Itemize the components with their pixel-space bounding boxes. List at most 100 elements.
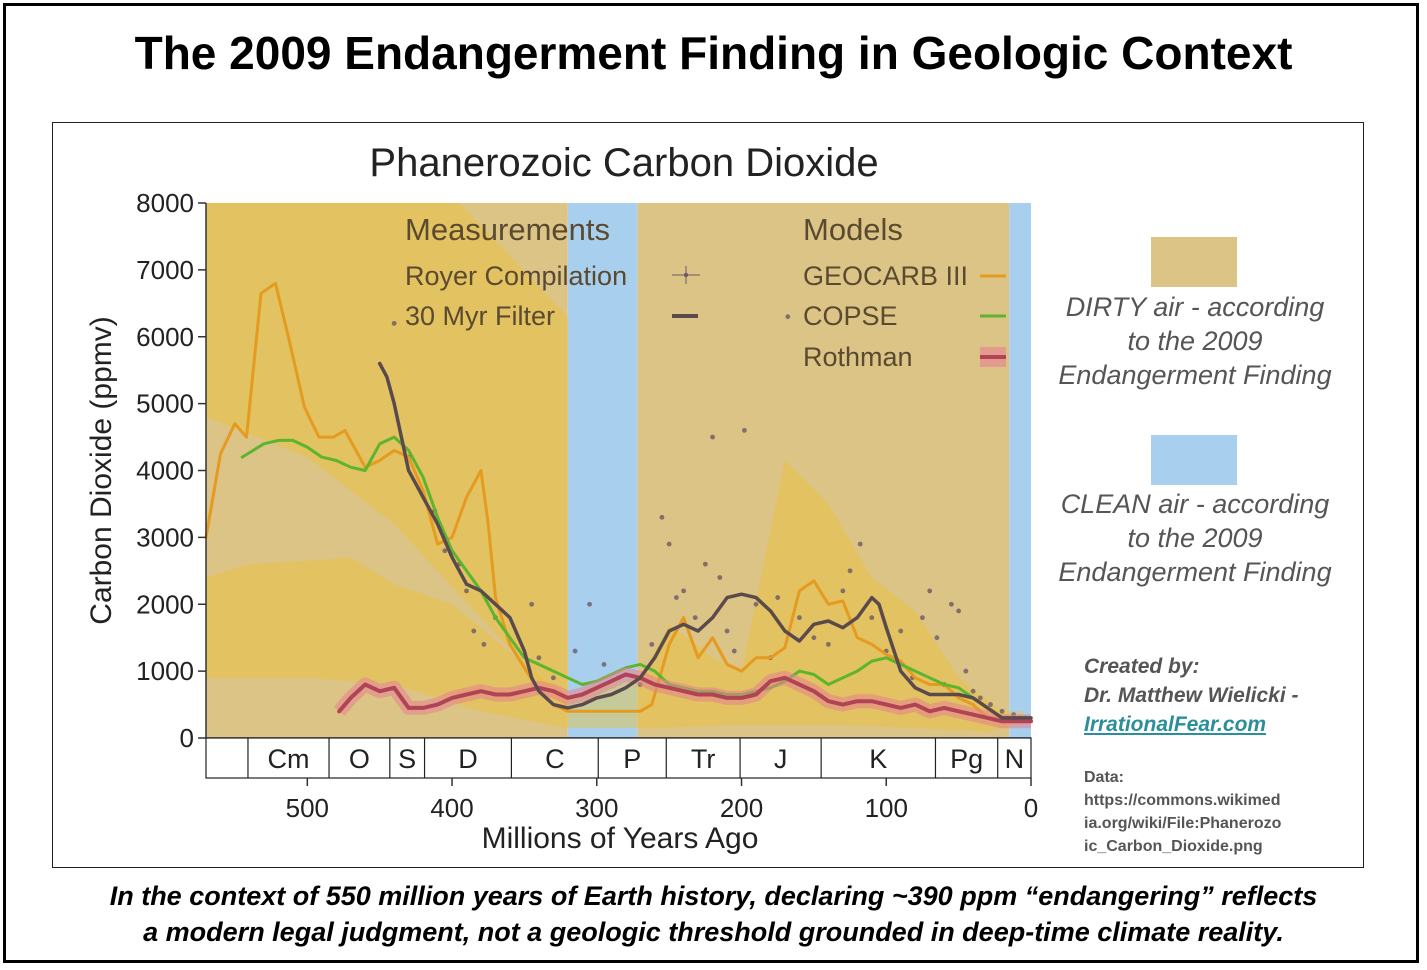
royer-point-9	[529, 601, 535, 607]
y-tick-label-2: 2000	[136, 589, 194, 619]
credit-link[interactable]: IrrationalFear.com	[1084, 713, 1267, 736]
royer-point-18	[659, 514, 665, 520]
caption-line2: a modern legal judgment, not a geologic …	[143, 917, 1284, 947]
y-axis-title: Carbon Dioxide (ppmv)	[85, 316, 118, 624]
data-source-note: Data: https://commons.wikimedia.org/wiki…	[1084, 766, 1284, 858]
period-label-k: K	[869, 744, 887, 774]
legend-geocarb-label: GEOCARB III	[803, 261, 968, 291]
dirty-air-line3: Endangerment Finding	[1058, 360, 1332, 390]
royer-point-45	[934, 635, 940, 641]
royer-point-21	[681, 588, 687, 594]
x-axis-title: Millions of Years Ago	[482, 822, 759, 855]
x-tick-label-5: 0	[1024, 793, 1038, 823]
royer-point-44	[927, 588, 933, 594]
dirty-air-rest: - according	[1183, 292, 1325, 322]
period-label-p: P	[623, 744, 641, 774]
y-tick-label-3: 3000	[136, 522, 194, 552]
clean-air-line2: to the 2009	[1127, 523, 1263, 553]
royer-point-26	[724, 628, 730, 634]
legend-royer-key-dot	[683, 272, 689, 278]
royer-point-31	[775, 595, 781, 600]
clean-air-region-1	[1009, 203, 1031, 738]
legend-measurements-heading: Measurements	[405, 212, 610, 247]
dirty-air-region-0	[206, 203, 568, 738]
outer-frame	[3, 3, 1419, 963]
royer-point-7	[481, 641, 487, 647]
y-tick-label-1: 1000	[136, 656, 194, 686]
dirty-air-legend: DIRTY air - according to the 2009 Endang…	[1040, 290, 1350, 392]
legend-models-heading: Models	[803, 212, 903, 247]
royer-point-29	[753, 601, 759, 607]
royer-point-37	[847, 568, 853, 574]
period-label-tr: Tr	[691, 744, 715, 774]
period-label-s: S	[398, 744, 416, 774]
royer-point-24	[710, 434, 715, 440]
credit-line2: Dr. Matthew Wielicki -	[1084, 684, 1299, 707]
royer-point-35	[825, 641, 831, 647]
dirty-air-region-1	[637, 203, 1010, 738]
caption-line1: In the context of 550 million years of E…	[109, 881, 1318, 911]
royer-point-39	[869, 615, 875, 621]
clean-air-line3: Endangerment Finding	[1058, 557, 1332, 587]
x-tick-label-4: 100	[865, 793, 908, 823]
period-label-pg: Pg	[950, 744, 983, 774]
geocarb-uncertainty-band	[206, 460, 1024, 732]
legend-rothman-label: Rothman	[803, 342, 913, 372]
credit-line1: Created by:	[1084, 655, 1200, 678]
royer-point-48	[956, 608, 962, 614]
royer-point-38	[857, 541, 863, 547]
royer-point-27	[731, 648, 737, 654]
x-tick-label-2: 300	[575, 793, 618, 823]
royer-point-41	[898, 628, 904, 634]
clean-air-region-0	[567, 203, 638, 738]
royer-point-25	[717, 575, 723, 580]
x-tick-label-3: 200	[720, 793, 763, 823]
royer-point-0	[391, 320, 397, 326]
royer-point-52	[988, 702, 993, 707]
copse-series-line	[240, 435, 1033, 723]
royer-point-22	[692, 615, 698, 621]
y-tick-label-7: 7000	[136, 255, 194, 285]
clean-air-swatch	[1151, 435, 1237, 485]
royer-point-17	[649, 641, 655, 647]
royer-point-33	[797, 615, 802, 621]
royer-point-12	[572, 648, 578, 654]
royer-point-28	[742, 427, 747, 433]
legend-copse-label: COPSE	[803, 301, 898, 331]
period-label-c: C	[545, 744, 565, 774]
credit-block: Created by: Dr. Matthew Wielicki - Irrat…	[1084, 652, 1299, 739]
royer-point-5	[464, 588, 469, 594]
royer-point-47	[948, 601, 954, 607]
page-title: The 2009 Endangerment Finding in Geologi…	[134, 27, 1293, 79]
clean-air-label: CLEAN air	[1060, 489, 1189, 519]
royer-point-36	[840, 588, 846, 594]
dirty-air-swatch	[1151, 237, 1237, 287]
y-tick-label-0: 0	[180, 723, 194, 753]
chart-panel	[52, 122, 1364, 868]
royer-point-23	[702, 561, 708, 567]
x-tick-label-0: 500	[286, 793, 329, 823]
x-tick-label-1: 400	[430, 793, 473, 823]
chart-title: Phanerozoic Carbon Dioxide	[369, 141, 878, 185]
data-url: https://commons.wikimedia.org/wiki/File:…	[1084, 792, 1282, 855]
royer-point-6	[471, 628, 477, 634]
legend-filter-label: 30 Myr Filter	[405, 301, 555, 331]
royer-point-53	[999, 708, 1005, 714]
dirty-air-line2: to the 2009	[1127, 326, 1263, 356]
rothman-series-line	[337, 672, 1033, 724]
royer-point-14	[601, 662, 607, 667]
y-tick-label-4: 4000	[136, 456, 194, 486]
period-label-n: N	[1005, 744, 1025, 774]
y-tick-label-6: 6000	[136, 322, 194, 352]
royer-point-13	[587, 601, 592, 607]
royer-point-49	[963, 668, 969, 674]
legend-royer-label: Royer Compilation	[405, 261, 627, 291]
geocarb-iii-series-line	[204, 281, 1033, 721]
caption: In the context of 550 million years of E…	[0, 878, 1427, 950]
period-label-cm: Cm	[268, 744, 310, 774]
royer-point-11	[550, 675, 556, 681]
royer-point-32	[785, 314, 791, 320]
royer-point-43	[920, 615, 925, 621]
royer-point-51	[977, 695, 983, 701]
